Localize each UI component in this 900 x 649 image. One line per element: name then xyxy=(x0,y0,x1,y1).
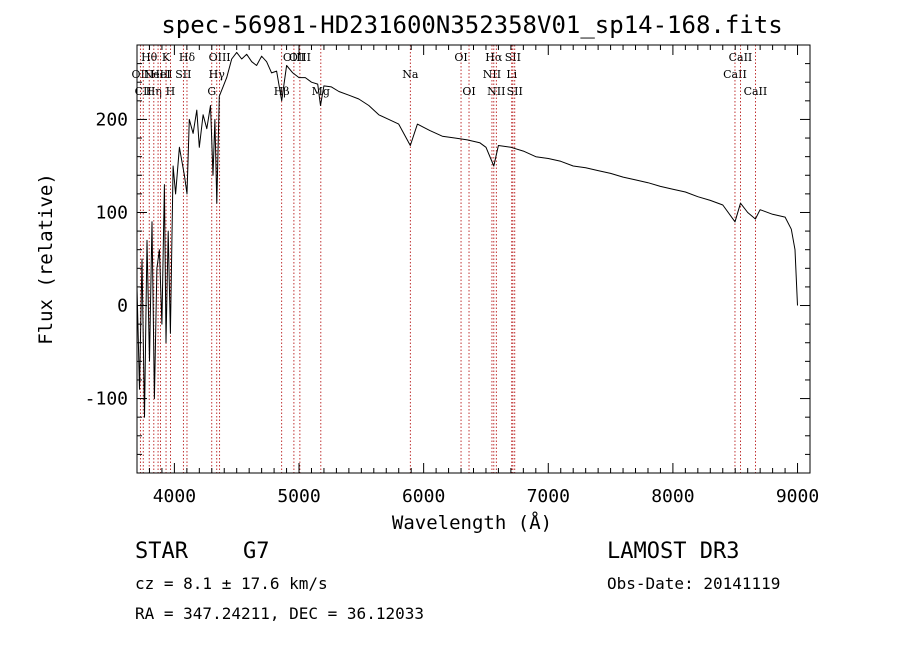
line-marker-label: SII xyxy=(505,51,521,64)
line-marker-label: H xyxy=(166,85,176,98)
y-tick-label: 100 xyxy=(95,202,128,223)
line-marker-label: NII xyxy=(487,85,505,98)
line-marker-label: NeIII xyxy=(143,68,172,81)
line-marker-label: OI xyxy=(462,85,475,98)
line-marker-label: NII xyxy=(483,68,501,81)
line-marker-label: Mg xyxy=(312,85,330,98)
line-marker-label: OII xyxy=(132,68,150,81)
survey-name: LAMOST DR3 xyxy=(607,539,739,564)
line-marker-label: Hγ xyxy=(209,68,226,81)
x-tick-label: 7000 xyxy=(527,486,570,507)
x-axis-label: Wavelength (Å) xyxy=(392,511,552,534)
line-marker-label: OIII xyxy=(209,51,231,64)
line-marker-label: SII xyxy=(507,85,523,98)
line-marker-label: SII xyxy=(175,68,191,81)
axis-ticks: 4000 5000 6000 7000 8000 9000 -100 0 100 200 xyxy=(85,44,819,507)
plot-frame xyxy=(136,44,811,474)
line-marker-label: HeI xyxy=(150,68,170,81)
spectrum-line xyxy=(136,51,798,418)
line-marker-label: Hα xyxy=(485,51,503,64)
object-subclass: G7 xyxy=(243,539,270,564)
line-marker-label: K xyxy=(162,51,171,64)
line-marker-label: CaII xyxy=(744,85,768,98)
redshift-text: cz = 8.1 ± 17.6 km/s xyxy=(135,574,328,593)
x-tick-label: 8000 xyxy=(651,486,694,507)
chart-title: spec-56981-HD231600N352358V01_sp14-168.f… xyxy=(161,11,782,39)
x-tick-label: 6000 xyxy=(402,486,445,507)
coordinates-text: RA = 347.24211, DEC = 36.12033 xyxy=(135,604,424,623)
spectrum-series xyxy=(136,51,798,418)
line-marker-label: G xyxy=(207,85,216,98)
line-marker-label: Li xyxy=(506,68,517,81)
x-tick-label: 9000 xyxy=(776,486,819,507)
line-marker-label: CII xyxy=(135,85,152,98)
line-marker-label: OIII xyxy=(289,51,311,64)
line-marker-label: Na xyxy=(402,68,419,81)
line-marker-label: Hη xyxy=(146,85,162,98)
y-tick-label: 0 xyxy=(117,296,128,317)
y-tick-label: 200 xyxy=(95,109,128,130)
line-marker-label: Hδ xyxy=(179,51,196,64)
y-tick-label: -100 xyxy=(85,389,128,410)
object-class: STAR xyxy=(135,539,189,564)
line-marker-label: CaII xyxy=(723,68,747,81)
line-marker-label: CaII xyxy=(729,51,753,64)
y-axis-label: Flux (relative) xyxy=(35,173,57,345)
line-marker-label: OI xyxy=(454,51,467,64)
line-marker-label: Hβ xyxy=(274,85,290,98)
line-marker-label: Hθ xyxy=(141,51,158,64)
x-tick-label: 5000 xyxy=(277,486,320,507)
x-tick-label: 4000 xyxy=(153,486,196,507)
observation-date: Obs-Date: 20141119 xyxy=(607,574,780,593)
